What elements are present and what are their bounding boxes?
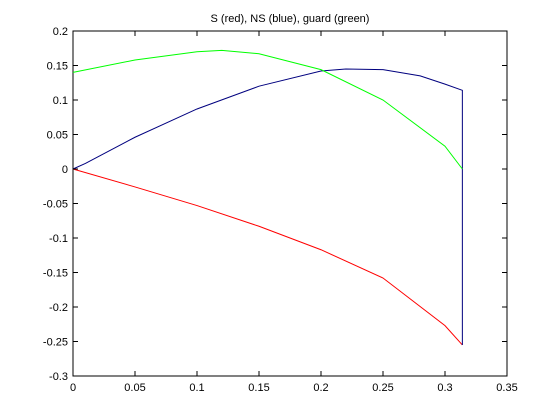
series-line-2	[72, 49, 463, 170]
x-tick-label: 0.25	[372, 382, 393, 394]
series-line-1	[72, 68, 463, 345]
y-tick-label: 0.05	[47, 130, 68, 142]
x-tick-label: 0.2	[313, 382, 328, 394]
y-tick-label: 0.15	[47, 61, 68, 73]
x-tick-label: 0	[70, 382, 76, 394]
series-line-0	[72, 168, 463, 346]
ticks-layer: 0 0.05 0.1 0.15 0.2 0.25 0.3 0.35 0.2 0.15 0.1 0.05…	[43, 26, 518, 394]
x-tick-label: 0.05	[124, 382, 145, 394]
y-tick-label: 0.1	[53, 95, 68, 107]
y-tick-label: -0.2	[49, 302, 68, 314]
x-tick-label: 0.1	[189, 382, 204, 394]
plot-area	[72, 30, 508, 377]
y-tick-label: 0	[62, 164, 68, 176]
y-tick-label: -0.05	[43, 199, 68, 211]
x-tick-label: 0.3	[437, 382, 452, 394]
y-tick-label: -0.25	[43, 337, 68, 349]
y-tick-label: -0.3	[49, 371, 68, 383]
x-tick-label: 0.35	[496, 382, 517, 394]
series-layer	[72, 49, 463, 346]
y-tick-label: -0.1	[49, 233, 68, 245]
y-tick-label: -0.15	[43, 268, 68, 280]
x-tick-label: 0.15	[248, 382, 269, 394]
y-tick-label: 0.2	[53, 26, 68, 38]
chart-title: S (red), NS (blue), guard (green)	[211, 13, 370, 25]
